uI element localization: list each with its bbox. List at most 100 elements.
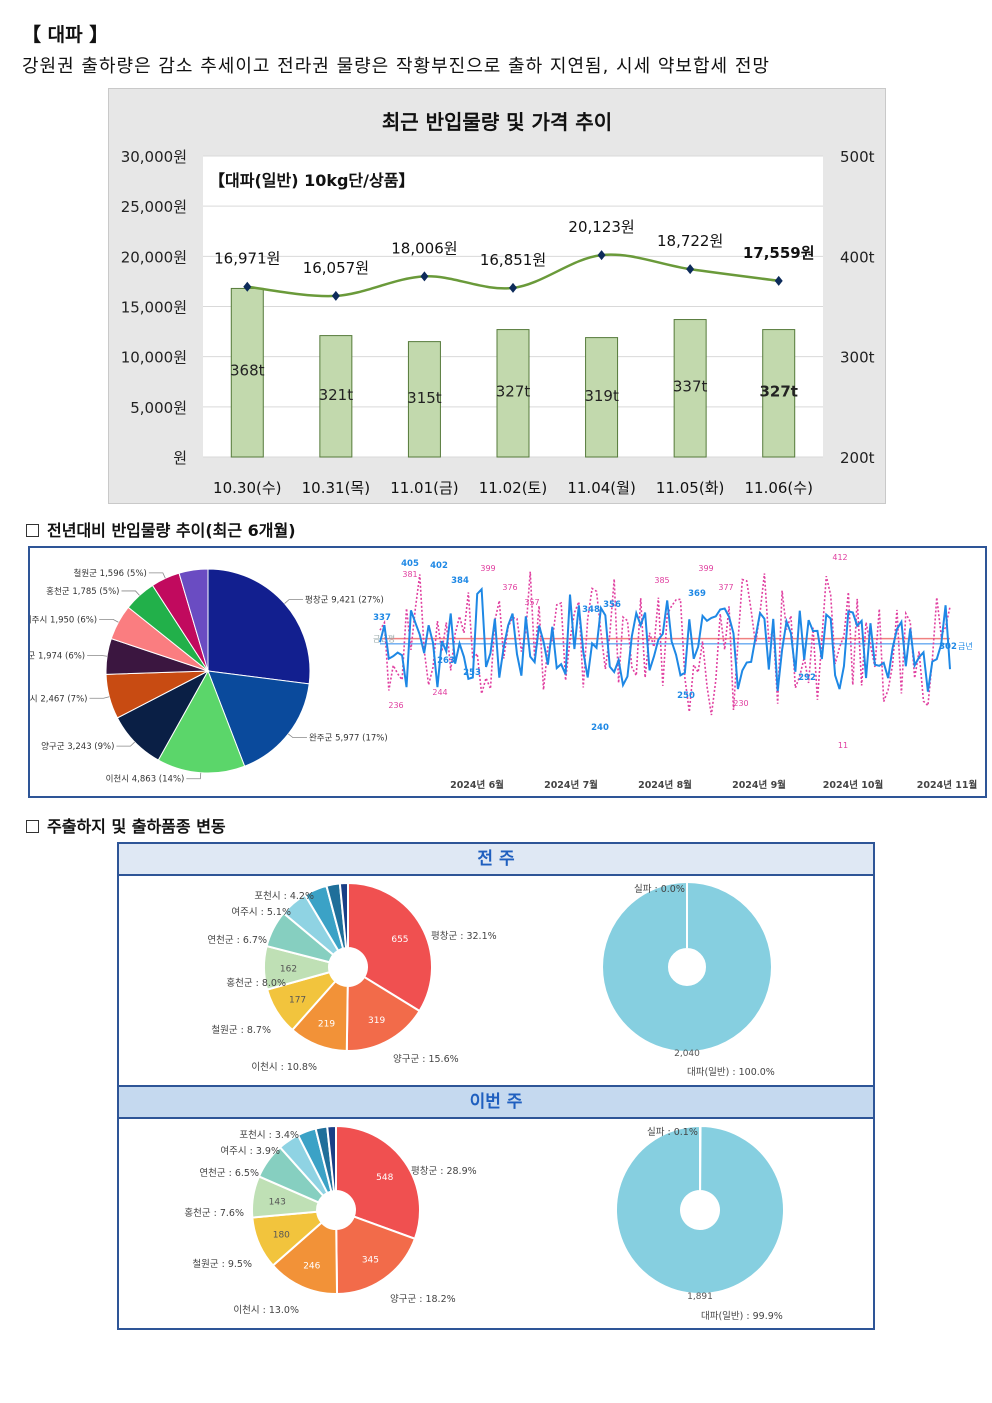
price-label: 16,851원 (480, 251, 546, 269)
previous-point-label: 381 (402, 570, 417, 579)
volume-bar (673, 319, 707, 458)
previous-point-label: 412 (832, 553, 847, 562)
chart-title: 최근 반입물량 및 가격 추이 (382, 110, 612, 134)
right-tick-label: 400t (840, 248, 875, 266)
pie-category-label: 포천시 : 4.2% (254, 891, 314, 902)
price-marker (597, 250, 606, 261)
volume-label: 368t (230, 361, 265, 379)
pie-value-label: 2,040 (674, 1049, 700, 1059)
pie-leader-line (148, 572, 166, 579)
pie-slice (335, 1124, 421, 1241)
section-yearly-volume: 전년대비 반입물량 추이(최근 6개월) (26, 517, 296, 541)
pie-slice (326, 1124, 337, 1193)
pie-slice (345, 975, 421, 1052)
previous-average-label: 금년평 (373, 634, 395, 644)
pie-slice-label: 이천시 4,863 (14%) (106, 774, 185, 785)
volume-label: 319t (584, 387, 619, 405)
pie-category-label: 이천시 : 13.0% (233, 1305, 299, 1316)
volume-label: 327t (496, 383, 531, 401)
right-tick-label: 200t (840, 449, 875, 467)
pie-leader-line (186, 772, 202, 780)
price-label: 20,123원 (568, 218, 634, 236)
price-marker (774, 275, 783, 286)
month-tick-label: 2024년 10월 (823, 779, 883, 791)
previous-point-label: 11 (838, 741, 848, 750)
previous-point-label: 399 (698, 564, 713, 573)
x-tick-label: 11.05(화) (656, 479, 724, 497)
pie-slice-label: 양구군 3,243 (9%) (41, 741, 114, 752)
price-label: 17,559원 (743, 244, 815, 262)
previous-point-label: 230 (733, 699, 748, 708)
pie-category-label: 대파(일반) : 100.0% (687, 1067, 775, 1078)
pie-category-label: 여주시 : 3.9% (220, 1145, 280, 1157)
pie-category-label: 철원군 : 8.7% (211, 1025, 271, 1036)
pie-category-label: 이천시 : 10.8% (251, 1062, 317, 1073)
pie-category-label: 대파(일반) : 99.9% (701, 1311, 783, 1322)
left-tick-label: 10,000원 (121, 349, 187, 367)
pie-category-label: 홍천군 : 7.6% (184, 1207, 244, 1219)
previous-point-label: 244 (432, 688, 447, 697)
price-label: 16,971원 (214, 250, 280, 268)
pie-leader-line (87, 655, 108, 657)
pie-leader-line (121, 590, 140, 596)
pie-value-label: 1,891 (687, 1292, 713, 1302)
pie-value-label: 162 (280, 965, 297, 975)
current-legend-label: 금년 (958, 641, 973, 651)
pie-value-label: 246 (303, 1261, 320, 1271)
volume-bar (496, 329, 530, 458)
pie-category-label: 철원군 : 9.5% (192, 1259, 252, 1270)
pie-value-label: 180 (273, 1230, 290, 1240)
volume-bar (762, 329, 796, 458)
product-spec-label: 【대파(일반) 10kg단/상품】 (209, 171, 414, 190)
current-point-label: 263 (437, 656, 455, 666)
pie-category-label: 포천시 : 3.4% (239, 1130, 299, 1141)
current-point-label: 253 (463, 668, 481, 678)
left-tick-label: 원 (173, 449, 187, 467)
pie-value-label: 345 (362, 1256, 379, 1266)
checkbox-square-icon (26, 524, 39, 537)
left-tick-label: 20,000원 (121, 248, 187, 266)
current-year-line (379, 586, 951, 692)
price-label: 18,006원 (391, 239, 457, 257)
pie-slice-label: 홍천군 1,785 (5%) (46, 586, 119, 597)
pie-slice (207, 568, 311, 685)
x-tick-label: 11.01(금) (390, 479, 458, 497)
left-tick-label: 25,000원 (121, 198, 187, 216)
volume-label: 327t (759, 383, 797, 401)
volume-bar (319, 335, 353, 458)
section-weekly-origin: 주출하지 및 출하품종 변동 (26, 813, 226, 837)
month-tick-label: 2024년 9월 (732, 779, 786, 791)
pie-slice-label: 포천시 2,467 (7%) (30, 693, 87, 704)
left-tick-label: 5,000원 (130, 399, 187, 417)
pie-slice (615, 1124, 785, 1295)
current-point-label: 356 (603, 600, 621, 610)
current-point-label: 384 (451, 576, 469, 586)
left-tick-label: 30,000원 (121, 148, 187, 166)
pie-category-label: 연천군 : 6.7% (207, 935, 267, 946)
price-marker (420, 271, 429, 282)
pie-slice (157, 669, 246, 774)
price-volume-chart-panel: 최근 반입물량 및 가격 추이 30,000원 25,000원 20,000원 15,0… (108, 88, 886, 504)
volume-label: 315t (407, 389, 442, 407)
this-week-header: 이번 주 (119, 1085, 873, 1119)
pie-value-label: 548 (376, 1173, 393, 1183)
price-volume-chart: 최근 반입물량 및 가격 추이 30,000원 25,000원 20,000원 15,0… (121, 110, 875, 497)
volume-label: 321t (319, 386, 354, 404)
section-title: 전년대비 반입물량 추이(최근 6개월) (47, 521, 296, 540)
pie-category-label: 평창군 : 32.1% (431, 931, 497, 942)
prev-week-header: 전 주 (119, 844, 873, 876)
x-tick-label: 11.02(토) (479, 479, 547, 497)
pie-slice-label: 평창군 9,421 (27%) (305, 595, 384, 606)
current-point-label: 337 (373, 613, 391, 623)
pie-category-label: 연천군 : 6.5% (199, 1168, 259, 1179)
current-point-label: 369 (688, 589, 706, 599)
current-point-label: 250 (677, 691, 695, 701)
pie-slice-label: 완주군 5,977 (17%) (309, 734, 388, 744)
current-point-label: 405 (401, 559, 419, 569)
pie-category-label: 평창군 : 28.9% (411, 1166, 477, 1177)
pie-slice-label: 영광군 1,974 (6%) (30, 650, 85, 661)
pie-value-label: 143 (269, 1198, 286, 1208)
current-point-label: 292 (798, 673, 816, 683)
x-tick-label: 10.30(수) (213, 479, 281, 497)
pie-value-label: 655 (391, 935, 408, 945)
